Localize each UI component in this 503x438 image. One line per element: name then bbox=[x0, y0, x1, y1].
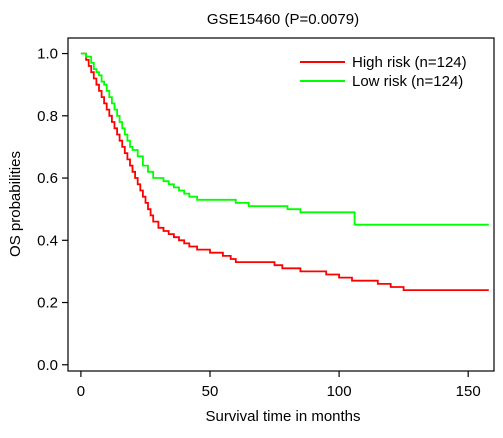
legend-label: High risk (n=124) bbox=[352, 54, 467, 71]
y-tick-label: 0.6 bbox=[37, 170, 58, 187]
y-axis: 0.0 0.2 0.4 0.6 0.8 1.0 bbox=[37, 46, 68, 374]
x-tick-label: 100 bbox=[327, 383, 352, 400]
x-axis-title: Survival time in months bbox=[205, 408, 360, 425]
legend: High risk (n=124) Low risk (n=124) bbox=[300, 54, 467, 90]
y-tick-label: 0.4 bbox=[37, 232, 58, 249]
x-tick-label: 150 bbox=[456, 383, 481, 400]
x-tick-label: 50 bbox=[202, 383, 219, 400]
series-line-low-risk bbox=[80, 52, 489, 226]
y-tick-label: 0.2 bbox=[37, 295, 58, 312]
plot-frame bbox=[67, 37, 495, 372]
legend-label: Low risk (n=124) bbox=[352, 73, 463, 90]
chart-title: GSE15460 (P=0.0079) bbox=[207, 11, 359, 28]
series-layer bbox=[80, 52, 489, 291]
y-tick-label: 1.0 bbox=[37, 46, 58, 63]
series-line-high-risk bbox=[80, 52, 489, 291]
x-tick-label: 0 bbox=[77, 383, 85, 400]
x-axis: 0 50 100 150 bbox=[77, 371, 481, 400]
y-axis-title: OS probabilities bbox=[7, 151, 24, 257]
y-tick-label: 0.0 bbox=[37, 357, 58, 374]
y-tick-label: 0.8 bbox=[37, 108, 58, 125]
